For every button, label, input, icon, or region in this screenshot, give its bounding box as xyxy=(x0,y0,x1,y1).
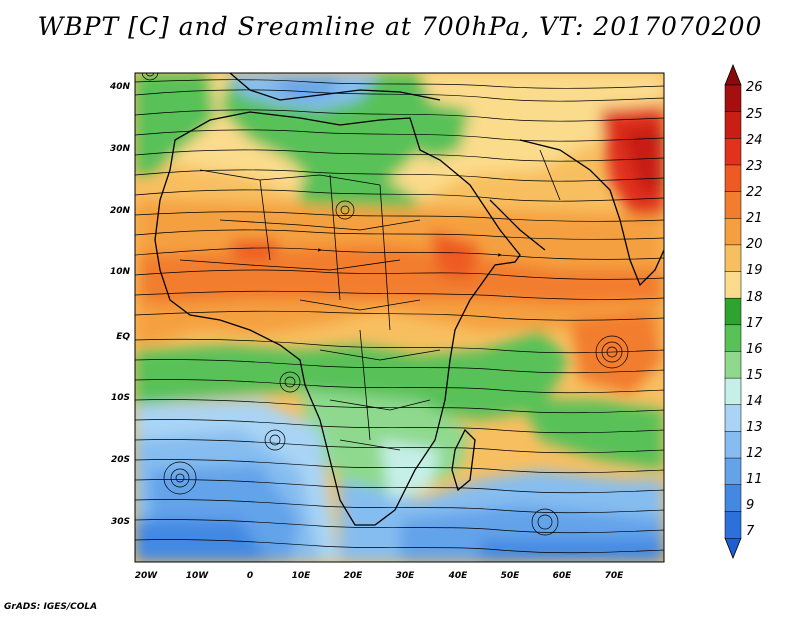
grads-credit: GrADS: IGES/COLA xyxy=(4,602,98,612)
colorbar-cell xyxy=(724,297,742,326)
colorbar-cell xyxy=(724,164,742,193)
lat-label-eq: EQ xyxy=(116,332,130,342)
colorbar-cell xyxy=(724,351,742,379)
colorbar-label: 14 xyxy=(746,394,763,409)
colorbar-cell xyxy=(724,244,742,273)
colorbar-cell xyxy=(724,111,742,139)
colorbar-label: 13 xyxy=(746,420,763,435)
longitude-labels: 20W 10W 0 10E 20E 30E 40E 50E 60E 70E xyxy=(135,571,624,581)
colorbar-cell xyxy=(724,484,742,512)
colorbar-cell xyxy=(724,324,742,353)
colorbar-label: 19 xyxy=(746,263,763,278)
colorbar-cell xyxy=(724,271,742,299)
streamlines xyxy=(135,73,664,554)
lat-label-20s: 20S xyxy=(111,455,130,465)
colorbar: 26 25 24 23 22 21 20 19 18 17 16 15 14 1… xyxy=(724,63,763,560)
lat-label-20n: 20N xyxy=(110,206,131,216)
colorbar-cell xyxy=(724,377,742,406)
lon-label-0: 0 xyxy=(247,571,253,581)
colorbar-bottom-arrow xyxy=(724,537,742,560)
wbpt-shading xyxy=(135,73,664,562)
lon-label-40e: 40E xyxy=(448,571,469,581)
latitude-labels: 40N 30N 20N 10N EQ 10S 20S 30S xyxy=(109,82,131,527)
colorbar-label: 20 xyxy=(746,237,763,252)
colorbar-cell xyxy=(724,431,742,459)
colorbar-label: 18 xyxy=(746,290,763,305)
colorbar-cell xyxy=(724,404,742,432)
colorbar-label: 22 xyxy=(746,185,763,200)
lon-label-70e: 70E xyxy=(605,571,625,581)
lon-label-60e: 60E xyxy=(553,571,573,581)
country-borders xyxy=(179,149,561,451)
colorbar-label: 26 xyxy=(746,80,763,95)
colorbar-cell xyxy=(724,191,742,219)
lon-label-50e: 50E xyxy=(501,571,521,581)
lat-label-10n: 10N xyxy=(110,267,131,277)
map-title: WBPT [C] and Sreamline at 700hPa, VT: 20… xyxy=(37,12,763,41)
colorbar-cell xyxy=(724,84,742,113)
lon-label-30e: 30E xyxy=(396,571,416,581)
lat-label-30s: 30S xyxy=(111,517,130,527)
lat-label-10s: 10S xyxy=(111,393,130,403)
lon-label-10e: 10E xyxy=(292,571,312,581)
colorbar-cell xyxy=(724,457,742,486)
lon-label-20e: 20E xyxy=(344,571,364,581)
colorbar-label: 15 xyxy=(746,368,763,383)
colorbar-label: 16 xyxy=(746,342,763,357)
lat-label-40n: 40N xyxy=(109,82,131,92)
lon-label-10w: 10W xyxy=(186,571,210,581)
colorbar-cell xyxy=(724,217,742,246)
colorbar-label: 21 xyxy=(746,211,763,226)
colorbar-top-arrow xyxy=(724,63,742,86)
colorbar-label: 17 xyxy=(746,316,763,331)
colorbar-label: 25 xyxy=(746,107,763,122)
lon-label-20w: 20W xyxy=(135,571,159,581)
map-frame xyxy=(134,72,665,563)
colorbar-cell xyxy=(724,511,742,539)
colorbar-label: 24 xyxy=(746,133,763,148)
colorbar-label: 9 xyxy=(746,498,754,513)
colorbar-label: 12 xyxy=(746,446,763,461)
colorbar-cell xyxy=(724,138,742,166)
colorbar-label: 11 xyxy=(746,472,763,487)
colorbar-label: 7 xyxy=(746,524,755,539)
lat-label-30n: 30N xyxy=(110,144,131,154)
colorbar-label: 23 xyxy=(746,159,763,174)
